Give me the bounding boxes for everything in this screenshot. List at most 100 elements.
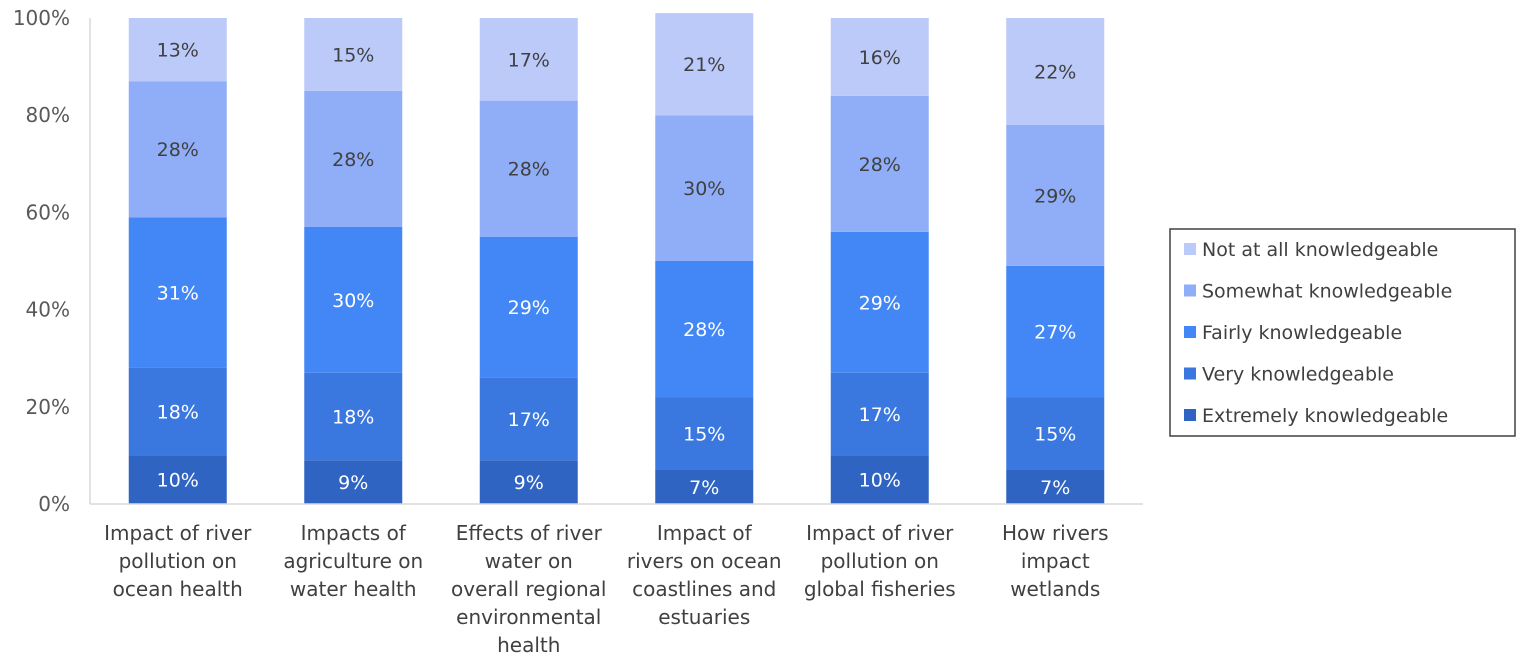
legend-label: Not at all knowledgeable <box>1202 239 1438 261</box>
x-axis: Impact of river pollution on ocean healthI… <box>90 503 1143 656</box>
x-category-line: wetlands <box>1010 577 1100 601</box>
x-category-label: Impact of river pollution on ocean health <box>104 521 252 601</box>
data-label: 29% <box>859 292 901 314</box>
data-label: 9% <box>514 472 544 494</box>
legend-label: Very knowledgeable <box>1202 364 1394 386</box>
x-category-line: Effects of river <box>456 521 603 545</box>
legend-item: Extremely knowledgeable <box>1184 405 1448 427</box>
data-label: 30% <box>683 178 725 200</box>
bar-segment <box>479 18 578 101</box>
bars: 10% 18% 31% 28% 13% 9% 18% 30% 28% 15% 9% 17% 29% 28%… <box>128 13 1105 504</box>
legend-swatch <box>1184 284 1196 297</box>
legend-swatch <box>1184 409 1196 421</box>
data-label: 15% <box>683 424 725 446</box>
data-label: 17% <box>859 404 901 426</box>
data-label: 28% <box>859 154 901 176</box>
bar-segment <box>1006 18 1105 125</box>
data-label: 17% <box>508 409 550 431</box>
bar-segment <box>655 397 754 470</box>
bar-segment <box>830 455 929 504</box>
bar-segment <box>1006 265 1105 398</box>
legend-label: Extremely knowledgeable <box>1202 405 1448 427</box>
data-label: 15% <box>332 44 374 66</box>
x-category-line: agriculture on <box>283 549 423 573</box>
bar-segment <box>479 460 578 504</box>
x-category-label: Impacts of agriculture on water health <box>283 521 423 601</box>
bar-segment <box>304 18 403 91</box>
legend-swatch <box>1184 326 1196 338</box>
x-category-line: health <box>497 633 560 656</box>
bar-stack: 10% 18% 31% 28% 13% <box>128 18 227 504</box>
bar-stack: 7% 15% 27% 29% 22% <box>1006 18 1105 504</box>
data-label: 27% <box>1034 321 1076 343</box>
data-label: 29% <box>508 297 550 319</box>
data-label: 31% <box>157 283 199 305</box>
y-axis: 0% 20% 40% 60% 80% 100% <box>13 6 91 516</box>
data-label: 7% <box>689 477 719 499</box>
x-category-line: pollution on <box>821 549 939 573</box>
bar-segment <box>128 81 227 218</box>
y-tick-label: 100% <box>13 6 70 30</box>
x-category-line: water health <box>290 577 417 601</box>
bar-segment <box>1006 397 1105 470</box>
x-category-line: estuaries <box>658 605 750 629</box>
x-category-line: ocean health <box>113 577 243 601</box>
bar-segment <box>1006 124 1105 266</box>
legend: Not at all knowledgeable Somewhat knowled… <box>1169 228 1516 437</box>
legend-item: Not at all knowledgeable <box>1184 239 1438 261</box>
data-label: 18% <box>332 407 374 429</box>
data-label: 7% <box>1040 477 1070 499</box>
x-category-line: environmental <box>456 605 601 629</box>
x-category-line: impact <box>1021 549 1090 573</box>
data-label: 28% <box>157 139 199 161</box>
bar-segment <box>655 115 754 261</box>
bar-segment <box>655 13 754 116</box>
x-category-label: Impact of river pollution on global fisher… <box>804 521 956 601</box>
bar-segment <box>830 231 929 373</box>
x-category-label: How rivers impact wetlands <box>1002 521 1109 601</box>
y-tick-label: 40% <box>26 298 70 322</box>
data-label: 28% <box>332 149 374 171</box>
bar-segment <box>479 100 578 237</box>
data-label: 22% <box>1034 61 1076 83</box>
x-category-line: How rivers <box>1002 521 1109 545</box>
legend-swatch <box>1184 243 1196 255</box>
data-label: 17% <box>508 49 550 71</box>
data-label: 9% <box>338 472 368 494</box>
bar-segment <box>655 261 754 398</box>
data-label: 18% <box>157 402 199 424</box>
y-tick-label: 0% <box>38 492 70 516</box>
x-category-line: overall regional <box>451 577 606 601</box>
bar-segment <box>655 469 754 504</box>
data-label: 10% <box>157 470 199 492</box>
x-category-line: rivers on ocean <box>627 549 782 573</box>
legend-label: Somewhat knowledgeable <box>1202 281 1452 303</box>
bar-segment <box>304 372 403 461</box>
data-label: 28% <box>683 319 725 341</box>
bar-segment <box>304 460 403 504</box>
data-label: 21% <box>683 54 725 76</box>
legend-label: Fairly knowledgeable <box>1202 322 1402 344</box>
legend-item: Fairly knowledgeable <box>1184 322 1402 344</box>
y-tick-label: 80% <box>26 103 70 127</box>
data-label: 16% <box>859 47 901 69</box>
bar-segment <box>304 90 403 227</box>
data-label: 28% <box>508 159 550 181</box>
y-tick-label: 20% <box>26 395 70 419</box>
x-category-line: Impacts of <box>301 521 407 545</box>
x-category-line: pollution on <box>119 549 237 573</box>
x-category-label: Effects of river water on overall regional… <box>451 521 606 656</box>
bar-segment <box>830 95 929 232</box>
bar-segment <box>830 18 929 96</box>
bar-stack: 10% 17% 29% 28% 16% <box>830 18 929 504</box>
bar-segment <box>128 367 227 456</box>
legend-item: Very knowledgeable <box>1184 364 1394 386</box>
bar-segment <box>304 226 403 373</box>
bar-segment <box>1006 469 1105 504</box>
x-category-label: Impact of rivers on ocean coastlines and es… <box>627 521 782 629</box>
bar-segment <box>128 217 227 368</box>
data-label: 15% <box>1034 424 1076 446</box>
x-category-line: water on <box>485 549 573 573</box>
x-category-line: Impact of river <box>104 521 252 545</box>
